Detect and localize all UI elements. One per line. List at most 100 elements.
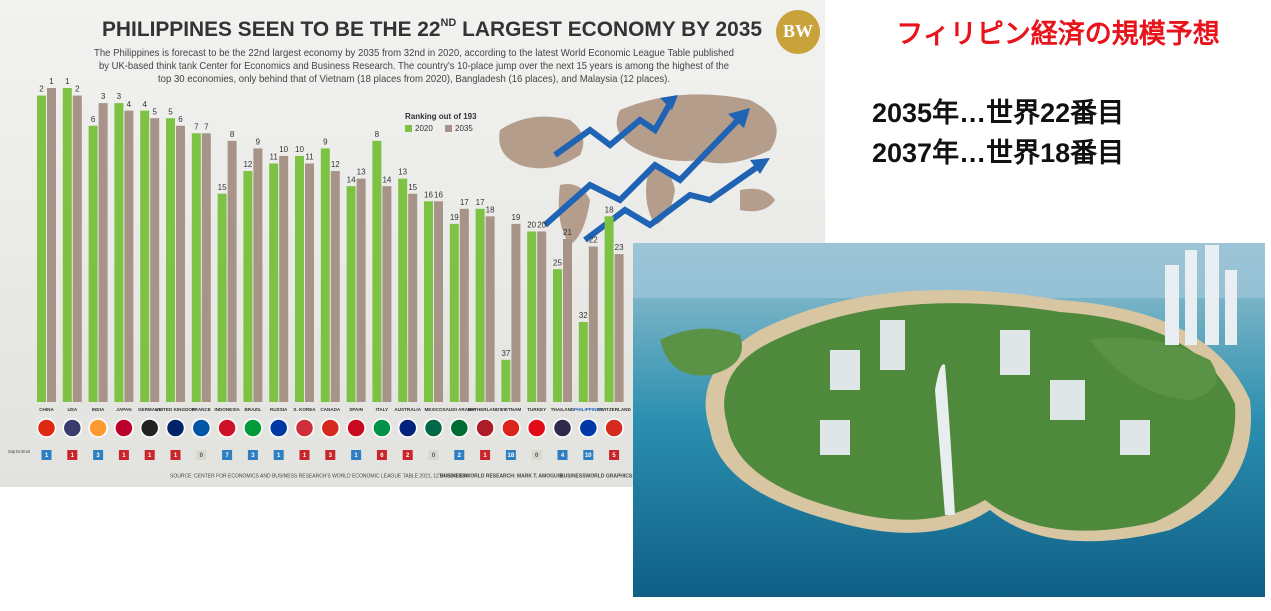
change-label: 18 <box>508 453 515 459</box>
change-box <box>222 450 233 460</box>
subtitle-line: top 30 economies, only behind that of Vi… <box>158 73 670 85</box>
legend-title: Ranking out of 193 <box>405 112 477 121</box>
value-label: 4 <box>127 100 132 109</box>
country-label: INDIA <box>92 407 105 412</box>
flag <box>449 418 470 438</box>
bar <box>124 110 134 403</box>
bar <box>47 88 56 402</box>
change-label: 0 <box>200 453 204 459</box>
subtitle-line: by UK-based think tank Center for Econom… <box>99 60 729 72</box>
flag <box>139 418 160 438</box>
country-label: AUSTRALIA <box>394 407 421 412</box>
value-label: 9 <box>323 138 328 147</box>
change-box <box>402 450 413 460</box>
change-label: 3 <box>329 453 333 459</box>
change-label: 6 <box>380 453 384 459</box>
title-part: PHILIPPINES SEEN TO BE THE 22 <box>102 18 441 41</box>
value-label: 3 <box>117 92 122 101</box>
change-box <box>67 450 78 460</box>
change-box <box>505 450 516 460</box>
flag <box>578 418 599 438</box>
change-caption: Change from 2020 rank <box>8 449 30 454</box>
change-box <box>428 450 439 460</box>
flag <box>114 418 134 438</box>
logo-text: BW <box>783 21 813 41</box>
flag <box>397 418 418 438</box>
value-label: 10 <box>279 145 288 154</box>
value-label: 7 <box>204 122 209 131</box>
value-label: 21 <box>563 228 572 237</box>
country-label: SAUDI ARABIA <box>443 407 477 412</box>
change-box <box>480 450 491 460</box>
world-map <box>499 94 777 245</box>
value-label: 37 <box>501 349 510 358</box>
bar <box>201 133 211 403</box>
bar <box>614 254 624 402</box>
change-box <box>454 450 465 460</box>
change-label: 0 <box>535 453 539 459</box>
value-label: 6 <box>91 115 96 124</box>
value-label: 1 <box>49 77 54 86</box>
value-label: 16 <box>434 190 443 199</box>
change-label: 4 <box>561 453 565 459</box>
country-label: NETHERLANDS <box>468 407 503 412</box>
bar <box>150 118 160 402</box>
value-label: 12 <box>331 160 340 169</box>
flag <box>36 418 57 438</box>
change-box <box>170 450 181 460</box>
legend-swatch <box>445 125 452 132</box>
change-label: 1 <box>148 453 152 459</box>
change-label: 7 <box>225 453 229 459</box>
value-label: 2 <box>39 85 44 94</box>
change-label: 1 <box>483 453 487 459</box>
value-label: 12 <box>243 160 252 169</box>
arrow-heads <box>660 95 770 174</box>
bar <box>243 171 253 402</box>
note-line: 2037年…世界18番目 <box>872 137 1124 168</box>
change-box <box>609 450 620 460</box>
bar <box>114 103 124 402</box>
value-label: 11 <box>270 153 279 162</box>
bar <box>166 118 175 402</box>
change-label: 1 <box>277 453 281 459</box>
change-label: 1 <box>122 453 126 459</box>
bar <box>37 95 46 403</box>
chart-title: PHILIPPINES SEEN TO BE THE 22ND LARGEST … <box>102 17 762 41</box>
bar <box>88 125 98 402</box>
bar <box>330 171 340 402</box>
change-label: 1 <box>303 453 307 459</box>
flag <box>475 418 495 438</box>
bar <box>346 186 356 402</box>
value-label: 15 <box>218 183 227 192</box>
value-label: 9 <box>256 138 261 147</box>
value-label: 18 <box>605 205 614 214</box>
bar <box>604 216 614 402</box>
bar <box>511 223 521 402</box>
flag <box>268 418 289 438</box>
country-label: FRANCE <box>192 407 211 412</box>
bar <box>253 148 263 402</box>
change-label: 1 <box>174 453 178 459</box>
bar <box>501 359 511 402</box>
bar <box>578 322 588 402</box>
note-line: 2035年…世界22番目 <box>872 97 1124 128</box>
flag <box>552 418 573 438</box>
value-label: 5 <box>152 107 157 116</box>
bar <box>475 208 485 402</box>
title-sup: ND <box>441 17 457 29</box>
bar <box>295 155 304 402</box>
bar <box>527 231 537 402</box>
value-label: 19 <box>450 213 459 222</box>
bar <box>176 125 185 402</box>
change-label: 0 <box>432 453 436 459</box>
change-box <box>273 450 284 460</box>
value-label: 13 <box>398 168 407 177</box>
value-label: 20 <box>527 221 536 230</box>
country-label: S. KOREA <box>293 407 316 412</box>
value-label: 6 <box>178 115 183 124</box>
change-box <box>247 450 258 460</box>
flag <box>526 418 547 438</box>
value-label: 4 <box>142 100 147 109</box>
change-box <box>41 450 52 460</box>
